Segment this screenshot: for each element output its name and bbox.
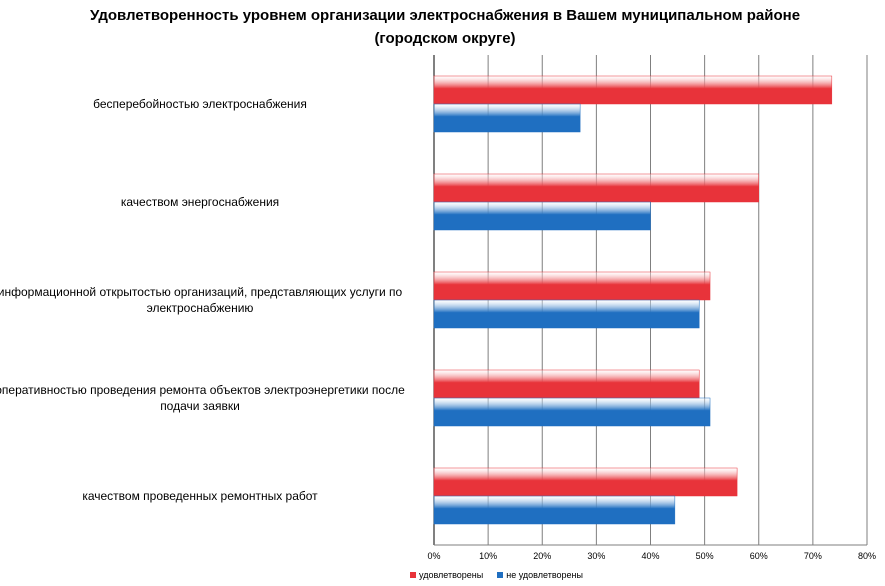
x-tick-label: 0% [427, 551, 440, 561]
legend-label-not-satisfied: не удовлетворены [506, 570, 583, 580]
legend: удовлетворены не удовлетворены [410, 570, 583, 580]
category-label: бесперебойностью электроснабжения [93, 97, 307, 111]
legend-item-not-satisfied: не удовлетворены [497, 570, 583, 580]
bar-satisfied [433, 467, 738, 497]
x-tick-label: 30% [587, 551, 605, 561]
x-tick-label: 70% [804, 551, 822, 561]
bar-satisfied [433, 271, 711, 301]
bar-not-satisfied [433, 201, 651, 231]
chart-title: Удовлетворенность уровнем организации эл… [89, 7, 801, 47]
bar-not-satisfied [433, 397, 711, 427]
category-label: информационной открытостью организаций, … [0, 285, 403, 315]
legend-label-satisfied: удовлетворены [419, 570, 484, 580]
category-label: качеством энергоснабжения [120, 195, 280, 209]
x-tick-label: 10% [479, 551, 497, 561]
legend-item-satisfied: удовлетворены [410, 570, 483, 580]
x-tick-label: 60% [750, 551, 768, 561]
bar-not-satisfied [433, 495, 676, 525]
bar-not-satisfied [433, 103, 581, 133]
bar-satisfied [433, 369, 700, 399]
category-label: качеством проведенных ремонтных работ [82, 489, 318, 503]
x-tick-label: 50% [696, 551, 714, 561]
x-tick-label: 20% [533, 551, 551, 561]
category-label: оперативностью проведения ремонта объект… [0, 383, 405, 413]
legend-swatch-satisfied [410, 572, 416, 578]
legend-swatch-not-satisfied [497, 572, 504, 578]
x-tick-label: 40% [641, 551, 659, 561]
x-tick-label: 80% [858, 551, 876, 561]
bar-not-satisfied [433, 299, 700, 329]
bar-satisfied [433, 75, 833, 105]
bar-satisfied [433, 173, 759, 203]
